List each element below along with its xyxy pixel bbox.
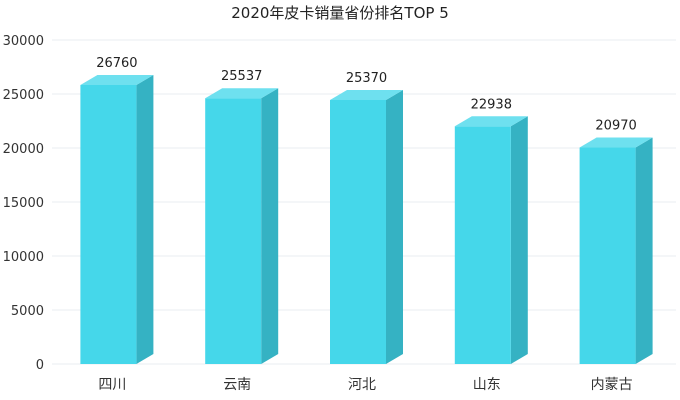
bar <box>205 88 279 364</box>
data-label: 25370 <box>346 71 387 86</box>
bar-front-face <box>579 147 636 364</box>
y-tick-label: 30000 <box>3 34 44 49</box>
bar <box>80 74 154 364</box>
bar-side-face <box>136 74 154 364</box>
data-label: 25537 <box>221 69 262 84</box>
y-tick-label: 10000 <box>3 250 44 265</box>
y-tick-label: 0 <box>36 358 44 373</box>
bar-front-face <box>330 100 386 364</box>
bar-side-face <box>635 137 653 364</box>
bar-front-face <box>205 98 262 364</box>
bar-top-face <box>80 74 154 85</box>
data-label: 22938 <box>471 97 512 112</box>
bars <box>80 74 653 365</box>
bar <box>579 137 653 364</box>
bar-side-face <box>510 116 528 365</box>
bar-top-face <box>579 137 653 148</box>
y-axis-ticks: 0 5000 10000 15000 20000 25000 30000 <box>3 34 44 373</box>
x-category-label: 山东 <box>473 377 501 393</box>
bar-top-face <box>205 88 279 99</box>
bar-side-face <box>261 88 279 364</box>
x-category-label: 四川 <box>98 377 126 393</box>
y-tick-label: 15000 <box>3 196 44 211</box>
data-labels: 26760 25537 25370 22938 20970 <box>96 56 637 134</box>
bar-side-face <box>386 90 403 364</box>
y-tick-label: 25000 <box>3 88 44 103</box>
bar-front-face <box>80 84 137 364</box>
chart-title: 2020年皮卡销量省份排名TOP 5 <box>231 4 449 22</box>
x-category-label: 云南 <box>223 377 251 393</box>
bar-top-face <box>330 90 403 101</box>
bar-top-face <box>454 116 528 127</box>
x-category-label: 河北 <box>348 377 376 393</box>
bar <box>454 116 528 365</box>
bar <box>330 90 403 364</box>
y-tick-label: 5000 <box>11 304 44 319</box>
x-axis-categories: 四川 云南 河北 山东 内蒙古 <box>98 377 632 393</box>
bar-front-face <box>454 126 511 365</box>
data-label: 20970 <box>595 119 636 134</box>
x-category-label: 内蒙古 <box>591 377 633 393</box>
y-tick-label: 20000 <box>3 142 44 157</box>
data-label: 26760 <box>96 56 137 71</box>
